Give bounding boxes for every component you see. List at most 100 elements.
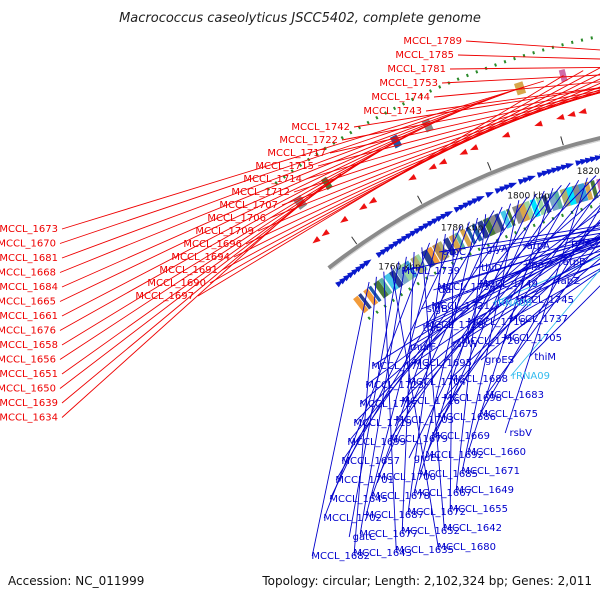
gene-label: MCCL_1680 — [437, 542, 496, 553]
leader-line — [371, 221, 600, 367]
gene-label: MCCL_1706 — [207, 213, 266, 224]
gene-label: rsbV — [509, 428, 532, 439]
gene-label: MCCL_1634 — [0, 413, 58, 424]
leader-line — [421, 247, 445, 529]
leader-line — [401, 251, 415, 532]
gene-label: MCCL_1660 — [467, 447, 526, 458]
leader-line — [509, 268, 600, 320]
tick-label: 1760 kbp — [378, 262, 421, 272]
minus-strand-gene — [534, 120, 543, 127]
leader-line — [480, 258, 600, 361]
gene-label: MCCL_1718 — [467, 317, 526, 328]
gene-label: MCCL_1650 — [0, 384, 56, 395]
leader-line — [439, 225, 600, 253]
gene-label: MCCL_1696 — [183, 239, 242, 250]
gene-label: MCCL_1703 — [395, 415, 454, 426]
gene-label: atpA — [527, 241, 550, 252]
figure-title: Macrococcus caseolyticus JSCC5402, compl… — [119, 11, 481, 26]
leader-line — [457, 54, 600, 60]
gene-label: MCCL_1716 — [401, 396, 460, 407]
leader-line — [353, 276, 377, 554]
gene-label: MCCL_1675 — [479, 409, 538, 420]
gene-label: thiD — [481, 263, 502, 274]
gene-label: MCCL_1691 — [159, 265, 218, 276]
inner-feature-segment — [454, 232, 466, 250]
leader-line — [437, 189, 600, 418]
plus-strand-gene — [508, 182, 518, 189]
gene-label: MCCL_1727 — [359, 399, 418, 410]
gene-label: thiE — [423, 323, 442, 334]
leader-line — [335, 210, 495, 481]
gene-label: MCCL_1655 — [449, 504, 508, 515]
inner-feature-segment — [535, 196, 547, 216]
gene-label: MCCL_1667 — [413, 488, 472, 499]
leader-line — [467, 187, 554, 453]
gene-label: MCCL_1676 — [0, 326, 56, 337]
inner-feature-segment — [399, 262, 415, 282]
genome-backbone — [327, 136, 600, 271]
gene-label: rRNA09 — [512, 371, 550, 382]
gene-label: MCCL_1744 — [371, 92, 430, 103]
leader-line — [402, 227, 600, 272]
minus-strand-gene — [578, 108, 587, 114]
gene-label: MCCL_1714 — [243, 174, 302, 185]
gene-label: MCCL_1745 — [515, 295, 574, 306]
inner-feature-segment — [373, 280, 389, 299]
leader-line — [425, 87, 600, 112]
gene-label: MCCL_1709 — [195, 226, 254, 237]
plus-strand-gene — [476, 195, 485, 202]
leader-line — [61, 124, 431, 317]
gene-label: MCCL_1722 — [279, 135, 338, 146]
gene-label: MCCL_1719 — [353, 418, 412, 429]
gene-label: MCCL_1681 — [0, 253, 58, 264]
leader-line — [504, 177, 588, 434]
gene-label: groES — [485, 355, 514, 366]
gene-label: ddl — [439, 285, 454, 296]
leader-line — [383, 271, 397, 551]
leader-line — [419, 203, 512, 475]
gene-label: MCCL_1652 — [401, 526, 460, 537]
gene-label: MCCL_1669 — [431, 431, 490, 442]
gene-labels: MCCL_1789 MCCL_1785 MCCL_1781 MCCL_1753 MCCL… — [0, 36, 592, 562]
gene-label: MCCL_1785 — [395, 50, 454, 61]
plus-strand-gene — [444, 210, 454, 218]
gene-label: MCCL_1649 — [455, 485, 514, 496]
leader-line — [59, 99, 487, 273]
leader-line — [461, 253, 600, 342]
leader-line — [443, 219, 600, 399]
tick-label: 1800 kbp — [507, 192, 550, 202]
gene-label: MCCL_1673 — [0, 224, 58, 235]
gene-label: MCCL_1789 — [403, 36, 462, 47]
plus-strand-gene — [565, 163, 575, 169]
leader-line — [441, 74, 600, 84]
inner-feature-segment — [477, 220, 490, 239]
minus-strand-gene — [428, 163, 437, 170]
gene-label: MCCL_1749 — [479, 279, 538, 290]
leader-line — [390, 266, 439, 548]
gene-label: sigB — [427, 304, 448, 315]
inner-feature-segment — [448, 234, 463, 253]
plus-strand-gene — [363, 259, 372, 267]
gene-label: MCCL_1721 — [431, 301, 490, 312]
leader-line — [323, 242, 431, 519]
leader-line — [59, 115, 449, 302]
leader-line — [348, 261, 400, 538]
plus-strand-gene — [485, 192, 494, 198]
minus-strand-gene — [469, 144, 479, 151]
leader-line — [305, 92, 600, 180]
accession-text: Accession: NC_011999 — [8, 574, 144, 588]
inner-feature-segment — [482, 217, 496, 237]
inner-feature-segment — [388, 269, 404, 288]
leader-line — [461, 200, 520, 472]
gene-label: MCCL_1702 — [323, 513, 382, 524]
inner-feature-segment — [494, 213, 505, 232]
leader-line — [479, 207, 600, 415]
leader-line — [480, 245, 600, 285]
inner-feature-segment — [488, 214, 503, 234]
gene-label: MCCL_1743 — [363, 106, 422, 117]
gene-label: MCCL_1645 — [329, 494, 388, 505]
gene-label: MCCL_1728 — [425, 320, 484, 331]
leader-line — [516, 262, 600, 301]
leader-line — [407, 234, 446, 513]
gene-label: MCCL_1686 — [437, 412, 496, 423]
